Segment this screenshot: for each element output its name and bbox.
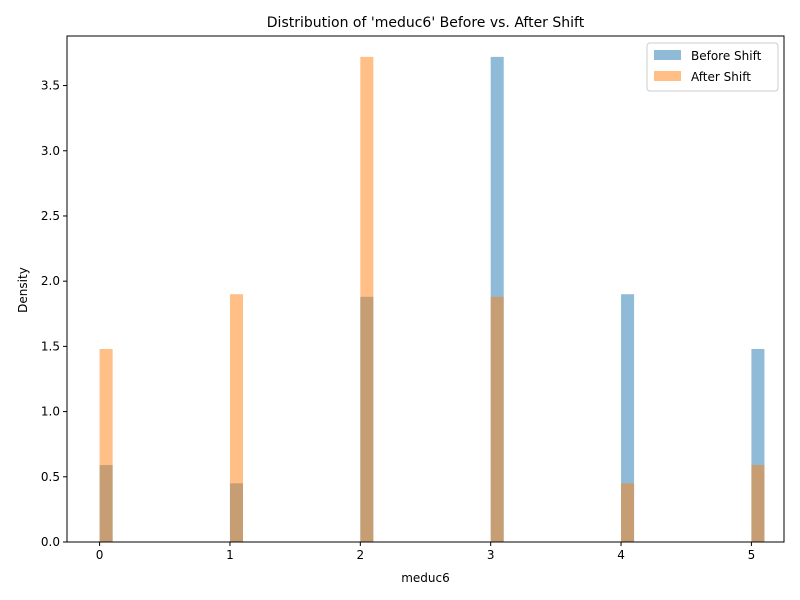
- y-tick-label: 2.0: [41, 274, 60, 288]
- chart-title: Distribution of 'meduc6' Before vs. Afte…: [267, 15, 585, 31]
- bar-series2-bin-5: [751, 465, 765, 542]
- y-axis-label: Density: [16, 267, 30, 313]
- x-axis-ticks: 0 1 2 3 4 5: [96, 542, 755, 562]
- y-tick-label: 3.0: [41, 144, 60, 158]
- x-tick-label: 3: [487, 548, 495, 562]
- x-tick-label: 4: [617, 548, 625, 562]
- legend-swatch-2: [654, 71, 681, 81]
- y-tick-label: 2.5: [41, 209, 60, 223]
- bar-series2-bin-0: [99, 348, 113, 542]
- y-tick-label: 1.0: [41, 405, 60, 419]
- bar-series2-bin-2: [360, 56, 374, 543]
- y-axis-ticks: 0.0 0.5 1.0 1.5 2.0 2.5 3.0 3.5: [41, 79, 67, 549]
- y-tick-label: 0.0: [41, 535, 60, 549]
- y-tick-label: 1.5: [41, 339, 60, 353]
- y-tick-label: 3.5: [41, 79, 60, 93]
- bars-group: [99, 56, 765, 543]
- x-tick-label: 2: [356, 548, 364, 562]
- legend-label-2: After Shift: [691, 70, 751, 84]
- y-tick-label: 0.5: [41, 470, 60, 484]
- x-tick-label: 5: [748, 548, 756, 562]
- legend-label-1: Before Shift: [691, 49, 762, 63]
- x-tick-label: 0: [96, 548, 104, 562]
- legend-swatch-1: [654, 50, 681, 60]
- bar-series2-bin-1: [229, 294, 243, 542]
- legend: Before Shift After Shift: [646, 42, 779, 92]
- bar-series1-bin-4: [621, 294, 635, 542]
- bar-series2-bin-3: [490, 296, 504, 542]
- bar-series2-bin-4: [621, 483, 635, 542]
- plot-frame: [66, 35, 785, 543]
- x-axis-label: meduc6: [401, 571, 450, 585]
- x-tick-label: 1: [226, 548, 234, 562]
